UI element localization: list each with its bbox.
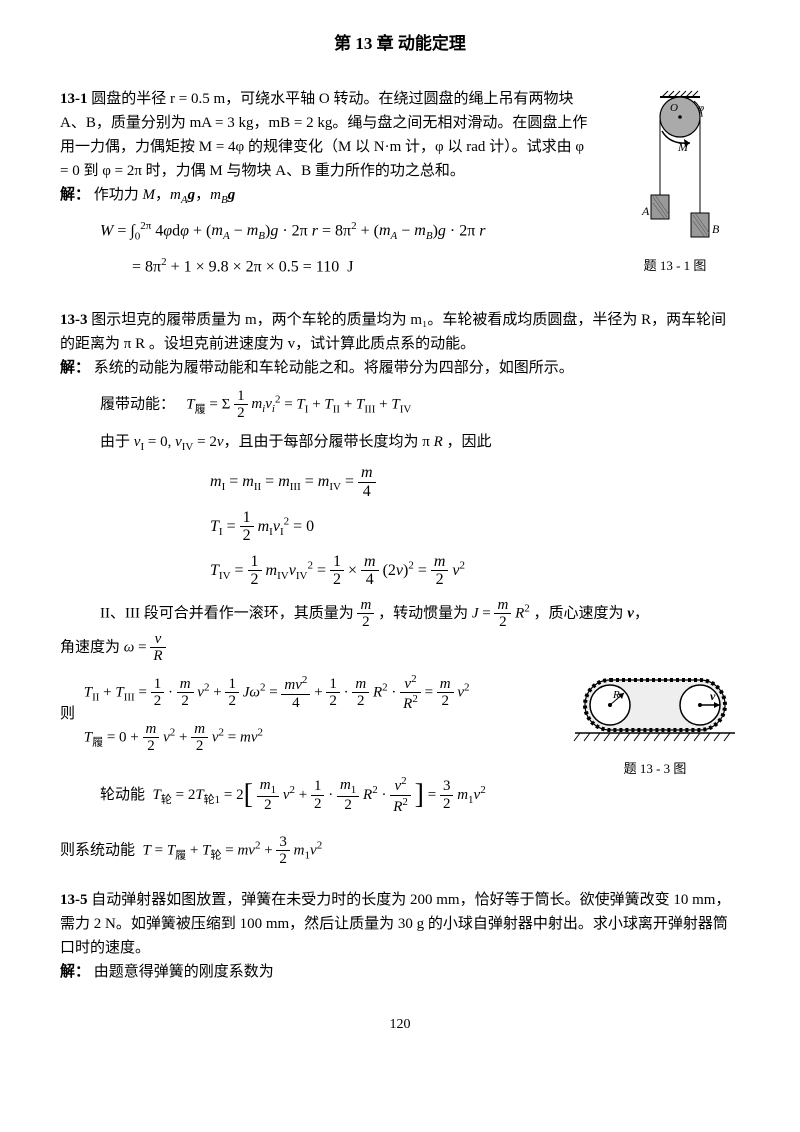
problem-text: 图示坦克的履带质量为 m，两个车轮的质量均为 m₁。车轮被看成均质圆盘，半径为 … <box>60 312 726 352</box>
problem-13-5: 13-5 自动弹射器如图放置，弹簧在未受力时的长度为 200 mm，恰好等于筒长… <box>60 888 740 984</box>
svg-text:B: B <box>712 222 720 236</box>
line-ring: II、III 段可合并看作一滚环，其质量为 m2 ，转动惯量为 J = m2 R… <box>100 597 740 631</box>
problem-id: 13-5 <box>60 892 88 908</box>
answer-label: 解： <box>60 964 90 980</box>
problem-13-3: 13-3 图示坦克的履带质量为 m，两个车轮的质量均为 m₁。车轮被看成均质圆盘… <box>60 308 740 868</box>
formula-t1: TI = 12 mIvI2 = 0 <box>210 509 740 545</box>
figure-13-3: R v 题 13 - 3 图 <box>570 665 740 780</box>
page-number: 120 <box>60 1014 740 1036</box>
svg-text:v: v <box>710 689 716 703</box>
svg-text:O: O <box>670 102 678 114</box>
problem-id: 13-3 <box>60 312 88 328</box>
formula-w: W = ∫02π 4φdφ + (mA − mB)g · 2π r = 8π2 … <box>100 218 595 246</box>
svg-text:M: M <box>677 140 689 154</box>
problem-text: 圆盘的半径 r = 0.5 m，可绕水平轴 O 转动。在绕过圆盘的绳上吊有两物块… <box>60 91 587 179</box>
then-block: 则 TII + TIII = 12 · m2 v2 + 12 Jω2 = mv2… <box>60 665 555 763</box>
formula-t4: TIV = 12 mIVvIV2 = 12 × m4 (2v)2 = m2 v2 <box>210 553 740 589</box>
line-v: 由于 vI = 0, vIV = 2v，且由于每部分履带长度均为 π R ，因此 <box>100 430 740 457</box>
chapter-title: 第 13 章 动能定理 <box>60 30 740 57</box>
answer-label: 解： <box>60 360 90 376</box>
line-omega: 角速度为 ω = vR <box>60 631 740 665</box>
answer-intro: 系统的动能为履带动能和车轮动能之和。将履带分为四部分，如图所示。 <box>94 360 574 376</box>
answer-label: 解： <box>60 187 90 203</box>
figure-13-1: O φ M A B 题 13 - 1 图 <box>610 87 740 277</box>
answer-intro: 作功力 M，mAg，mBg <box>94 187 235 203</box>
answer-intro: 由题意得弹簧的刚度系数为 <box>94 964 274 980</box>
formula-w2: = 8π2 + 1 × 9.8 × 2π × 0.5 = 110 J <box>132 254 595 280</box>
wheel-ke: 轮动能 T轮 = 2T轮1 = 2[ m12 v2 + 12 · m12 R2 … <box>100 773 555 818</box>
total-ke: 则系统动能 T = T履 + T轮 = mv2 + 32 m1v2 <box>60 834 740 868</box>
figure-caption: 题 13 - 3 图 <box>570 759 740 780</box>
formula-m: mI = mII = mIII = mIV = m4 <box>210 464 740 500</box>
problem-text: 自动弹射器如图放置，弹簧在未受力时的长度为 200 mm，恰好等于筒长。欲使弹簧… <box>60 892 730 956</box>
svg-text:R: R <box>612 689 620 701</box>
svg-text:A: A <box>641 204 650 218</box>
problem-13-1: 13-1 圆盘的半径 r = 0.5 m，可绕水平轴 O 转动。在绕过圆盘的绳上… <box>60 87 740 288</box>
figure-caption: 题 13 - 1 图 <box>610 256 740 277</box>
track-ke-line: 履带动能： T履 = Σ 12 mivi2 = TI + TII + TIII … <box>100 388 740 422</box>
problem-id: 13-1 <box>60 91 88 107</box>
svg-text:φ: φ <box>698 102 704 114</box>
